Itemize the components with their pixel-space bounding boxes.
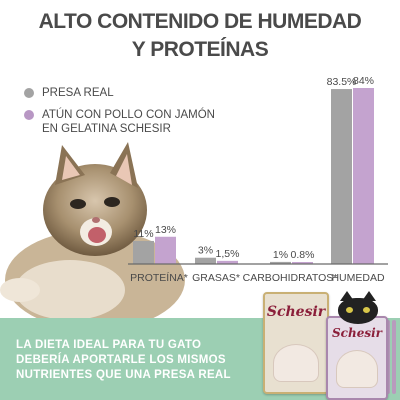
product-pouch-front: Schesir xyxy=(263,292,329,394)
data-label-carbohidratos-series-1: 1% xyxy=(273,249,288,261)
bar-grasas-series-2 xyxy=(217,260,238,264)
footer-line-1: LA DIETA IDEAL PARA TU GATO xyxy=(16,339,202,351)
bar-humedad-series-2 xyxy=(353,88,374,264)
data-label-grasas-series-2: 1,5% xyxy=(216,248,240,260)
legend-label-presa-real: PRESA REAL xyxy=(42,87,114,99)
bar-humedad-series-1 xyxy=(331,89,352,264)
data-label-prote-na-series-1: 11% xyxy=(133,228,153,240)
category-label-carbohidratos: CARBOHIDRATOS* xyxy=(243,272,338,284)
bar-prote-na-series-2 xyxy=(155,236,176,264)
bar-grasas-series-1 xyxy=(195,257,216,264)
legend-dot-schesir xyxy=(24,110,34,120)
pouch-stack-2 xyxy=(392,320,396,394)
data-label-prote-na-series-2: 13% xyxy=(155,224,176,236)
bar-chart: 11% 13% PROTEÍNA* 3% 1,5% GRASAS* 1% 0.8% CARBOH… xyxy=(128,75,388,284)
bar-carbohidratos-series-2 xyxy=(292,262,313,264)
cat-logo-icon xyxy=(338,291,378,324)
legend-dot-presa-real xyxy=(24,88,34,98)
product-food-image-2 xyxy=(336,350,378,388)
product-brand-logo-2: Schesir xyxy=(332,326,382,340)
footer-line-2: DEBERÍA APORTARLE LOS MISMOS xyxy=(16,354,226,366)
chart-title: ALTO CONTENIDO DE HUMEDAD Y PROTEÍNAS xyxy=(0,8,400,64)
legend-label-schesir-line-1: ATÚN CON POLLO CON JAMÓN xyxy=(42,109,215,121)
legend-item-schesir: ATÚN CON POLLO CON JAMÓN EN GELATINA SCH… xyxy=(24,108,264,136)
category-label-prote-na: PROTEÍNA* xyxy=(130,271,188,284)
legend: PRESA REAL ATÚN CON POLLO CON JAMÓN EN G… xyxy=(24,86,264,144)
legend-label-schesir-line-2: EN GELATINA SCHESIR xyxy=(42,123,171,135)
title-line-1: ALTO CONTENIDO DE HUMEDAD xyxy=(38,10,362,33)
category-label-grasas: GRASAS* xyxy=(192,272,240,284)
data-label-grasas-series-1: 3% xyxy=(198,245,213,257)
legend-item-presa-real: PRESA REAL xyxy=(24,86,264,100)
cat-logo-eye-left xyxy=(346,307,353,313)
data-label-carbohidratos-series-2: 0.8% xyxy=(291,249,315,261)
bar-carbohidratos-series-1 xyxy=(270,261,291,264)
product-brand-logo: Schesir xyxy=(266,304,326,320)
title-line-2: Y PROTEÍNAS xyxy=(131,38,269,61)
product-pouch-back: Schesir xyxy=(326,316,388,400)
product-food-image xyxy=(273,344,319,382)
footer-text: LA DIETA IDEAL PARA TU GATO DEBERÍA APOR… xyxy=(16,338,316,383)
pouch-stack-1 xyxy=(386,320,390,394)
bar-prote-na-series-1 xyxy=(133,240,154,264)
data-label-humedad-series-2: 84% xyxy=(353,75,374,87)
footer-line-3: NUTRIENTES QUE UNA PRESA REAL xyxy=(16,369,231,381)
data-label-humedad-series-1: 83.5% xyxy=(327,76,357,88)
cat-logo-eye-right xyxy=(363,307,370,313)
category-label-humedad: HUMEDAD xyxy=(331,272,385,284)
